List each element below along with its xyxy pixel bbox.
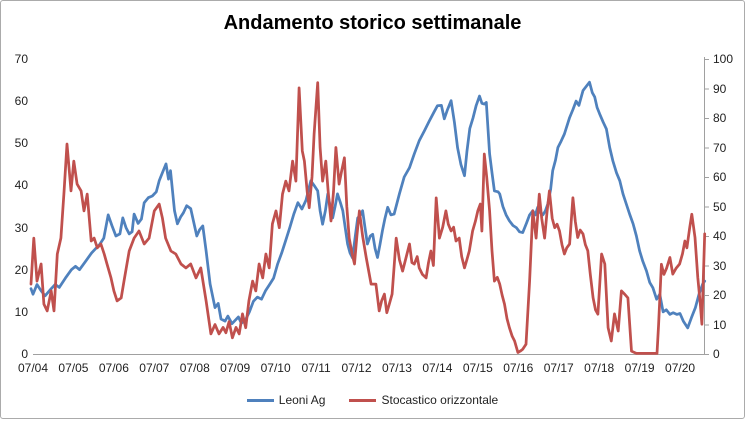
right-axis-tick-label: 40 <box>713 229 727 243</box>
x-axis-tick-label: 07/11 <box>301 361 331 375</box>
x-axis-tick-label: 07/13 <box>381 361 412 375</box>
right-axis-tick-label: 10 <box>713 317 727 332</box>
x-axis-tick-label: 07/09 <box>220 361 251 375</box>
legend-swatch <box>349 398 377 402</box>
left-axis-tick-label: 70 <box>14 52 28 66</box>
right-axis-tick-label: 30 <box>713 258 727 273</box>
stocastico-line <box>29 81 707 355</box>
x-axis-tick-label: 07/10 <box>260 361 291 375</box>
x-axis-tick-label: 07/04 <box>17 361 49 375</box>
x-axis-tick-label: 07/07 <box>139 361 170 375</box>
x-axis-tick-label: 07/06 <box>98 361 129 375</box>
x-axis-tick-label: 07/15 <box>462 361 493 375</box>
chart-title: Andamento storico settimanale <box>223 12 522 34</box>
x-axis-tick-label: 07/19 <box>624 361 655 375</box>
legend-label: Stocastico orizzontale <box>381 393 499 407</box>
x-axis-tick-label: 07/12 <box>341 361 372 375</box>
right-axis-tick-label: 100 <box>713 52 734 66</box>
right-axis-tick-label: 70 <box>713 140 727 155</box>
left-axis-tick-label: 50 <box>14 136 28 151</box>
x-axis-tick-label: 07/17 <box>543 361 574 375</box>
x-axis-tick-label: 07/08 <box>179 361 210 375</box>
right-axis-tick-label: 60 <box>713 170 727 184</box>
legend-label: Leoni Ag <box>278 393 326 407</box>
left-axis-tick-label: 30 <box>14 220 28 235</box>
legend-item: Stocastico orizzontale <box>349 393 498 407</box>
x-axis-tick-label: 07/20 <box>665 361 696 375</box>
leoni-ag-line <box>29 80 707 330</box>
right-axis-ticks <box>704 59 709 355</box>
right-axis-tick-label: 20 <box>713 288 727 302</box>
legend-swatch <box>246 398 274 402</box>
legend: Leoni Ag Stocastico orizzontale <box>1 393 744 407</box>
legend-item: Leoni Ag <box>246 393 326 407</box>
right-axis-tick-label: 50 <box>713 199 727 214</box>
right-axis-tick-label: 80 <box>713 111 727 125</box>
left-axis-tick-label: 20 <box>14 262 28 277</box>
x-axis-tick-label: 07/18 <box>584 361 615 375</box>
left-axis-tick-label: 40 <box>14 178 28 193</box>
left-axis-tick-label: 10 <box>14 304 28 319</box>
right-axis-tick-label: 0 <box>713 347 720 361</box>
x-axis-tick-label: 07/16 <box>503 361 534 375</box>
x-axis-tick-label: 07/05 <box>58 361 89 375</box>
left-axis-tick-label: 0 <box>21 347 28 361</box>
left-axis-tick-label: 60 <box>14 94 28 109</box>
right-axis-tick-label: 90 <box>713 81 727 96</box>
x-axis-tick-label: 07/14 <box>422 361 453 375</box>
